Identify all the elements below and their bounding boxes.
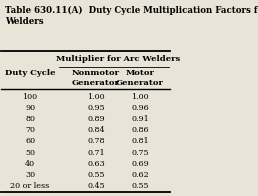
Text: 0.71: 0.71 [87,149,105,157]
Text: 0.62: 0.62 [131,171,149,179]
Text: 0.86: 0.86 [131,126,149,134]
Text: 0.84: 0.84 [87,126,105,134]
Text: 1.00: 1.00 [131,93,149,101]
Text: 70: 70 [25,126,35,134]
Text: 0.75: 0.75 [131,149,149,157]
Text: 20 or less: 20 or less [11,182,50,190]
Text: Duty Cycle: Duty Cycle [5,69,55,77]
Text: 0.55: 0.55 [87,171,105,179]
Text: Table 630.11(A)  Duty Cycle Multiplication Factors for Arc
Welders: Table 630.11(A) Duty Cycle Multiplicatio… [5,6,258,26]
Text: 0.96: 0.96 [131,104,149,112]
Text: 0.55: 0.55 [131,182,149,190]
Text: 0.45: 0.45 [87,182,105,190]
Text: 0.89: 0.89 [87,115,105,123]
Text: 60: 60 [25,137,35,145]
Text: 30: 30 [25,171,35,179]
Text: 1.00: 1.00 [87,93,105,101]
Text: 0.63: 0.63 [87,160,105,168]
Text: 90: 90 [25,104,35,112]
Text: Nonmotor
Generator: Nonmotor Generator [72,69,120,87]
Text: 100: 100 [22,93,38,101]
Text: 0.78: 0.78 [87,137,105,145]
Text: Motor
Generator: Motor Generator [116,69,164,87]
Text: Multiplier for Arc Welders: Multiplier for Arc Welders [56,55,180,64]
Text: 40: 40 [25,160,35,168]
Text: 80: 80 [25,115,35,123]
Text: 50: 50 [25,149,35,157]
Text: 0.91: 0.91 [131,115,149,123]
Text: 0.81: 0.81 [131,137,149,145]
Text: 0.69: 0.69 [131,160,149,168]
Text: 0.95: 0.95 [87,104,105,112]
